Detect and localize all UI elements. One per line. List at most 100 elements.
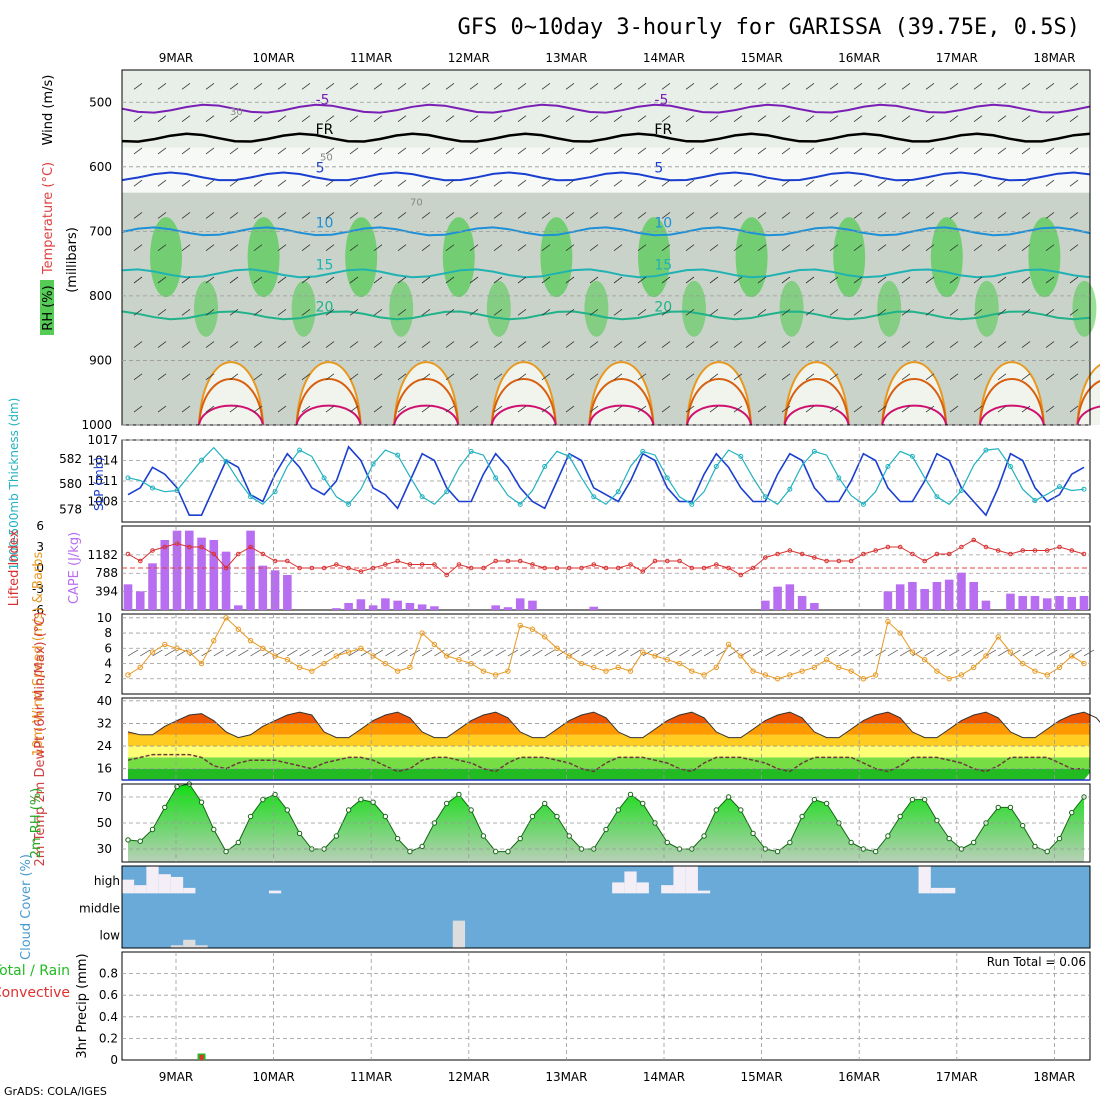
wind-barb <box>877 212 887 219</box>
wind-barb <box>936 649 948 657</box>
wind-speed-point <box>296 664 303 671</box>
wind-barb <box>325 147 335 155</box>
date-label: 9MAR <box>159 1070 194 1084</box>
rh-moist-area <box>150 217 182 298</box>
wind-barb <box>781 83 791 90</box>
wind-barb <box>181 341 191 348</box>
wind-barb <box>1069 276 1079 284</box>
wind-speed-point <box>823 657 830 663</box>
lifted-index-point <box>137 558 143 564</box>
lifted-index-point <box>848 558 854 564</box>
wind-barb <box>925 244 935 252</box>
cape-bar <box>123 584 133 610</box>
temperature-contour-label: -5 <box>654 93 668 109</box>
slp-thickness-panel: 1008 1011 1014 1017 578 580 582 1000-500mb Thic… <box>7 398 1091 570</box>
wind-barb <box>181 373 191 381</box>
wind-barb <box>581 649 592 657</box>
cape-bar <box>1030 596 1040 610</box>
temp-contour-arch <box>393 378 460 426</box>
cape-bar <box>1018 596 1028 610</box>
lifted-index-point <box>186 544 192 550</box>
wind-barb <box>373 115 383 122</box>
rh-moist-area <box>930 217 963 298</box>
cloud-bar-low <box>195 945 208 948</box>
wind-barb <box>605 649 617 657</box>
date-label: 10MAR <box>253 51 295 65</box>
date-label: 12MAR <box>448 51 490 65</box>
temperature-contour <box>121 171 1091 182</box>
cape-bar <box>883 591 893 610</box>
wind-barb <box>613 405 623 413</box>
cape-bar <box>957 572 966 610</box>
rh-point <box>162 804 168 811</box>
wind-barb <box>853 83 863 90</box>
wind-barb <box>973 147 983 155</box>
wind-barb <box>853 244 863 252</box>
wind-barb <box>733 83 743 90</box>
cape-bar <box>1067 596 1077 610</box>
cape-bar <box>491 605 500 610</box>
wind-barb <box>469 147 479 155</box>
wind-barb <box>541 179 551 187</box>
rh-moist-area <box>247 217 280 298</box>
wind-barb <box>733 341 743 348</box>
lifted-index-point <box>566 565 572 571</box>
thickness-point <box>983 447 989 453</box>
rh-point <box>774 848 781 855</box>
wind-barb <box>1021 405 1031 413</box>
wind-barb <box>1069 308 1079 316</box>
wind-barb <box>733 276 743 284</box>
lifted-index-point <box>897 544 903 550</box>
wind-barb <box>829 405 839 413</box>
wind-barb <box>311 649 323 657</box>
cloud-bar-high <box>268 890 282 894</box>
wind-barb <box>901 244 911 252</box>
wind-barb <box>421 308 431 316</box>
thickness-point <box>566 453 572 459</box>
temp-band <box>128 757 1090 769</box>
rh-point <box>701 833 707 839</box>
wind-barb <box>661 212 671 219</box>
wind-barb <box>373 276 383 284</box>
wind-barb <box>397 244 407 252</box>
wind-barb <box>925 147 935 155</box>
wind-barb <box>613 373 623 381</box>
cloud-bar-high <box>146 866 159 894</box>
wind-barb <box>901 341 911 348</box>
wind-barb <box>253 179 263 187</box>
temp-contour-arch <box>783 404 850 426</box>
wind-barb <box>205 212 215 219</box>
wind-barb <box>229 83 239 90</box>
wind-barb <box>1069 212 1079 219</box>
wind-barb <box>493 179 503 187</box>
wind-speed-point <box>358 645 364 651</box>
wind-barb <box>445 147 455 155</box>
rh-point <box>787 839 793 846</box>
thickness-point <box>787 486 793 492</box>
wind-barb <box>541 83 551 90</box>
wind-speed-point <box>566 653 572 659</box>
temperature-contour-label: 20 <box>654 299 672 315</box>
date-label: 16MAR <box>838 1070 880 1084</box>
lifted-index-point <box>603 565 609 571</box>
temperature-contour-label: 10 <box>654 215 672 231</box>
lifted-index-point <box>285 558 290 564</box>
wind-barb <box>997 147 1007 155</box>
lifted-index-point <box>689 565 695 571</box>
wind-barb <box>973 649 984 657</box>
temp-contour-arch <box>490 378 557 426</box>
wind-barb <box>589 244 599 252</box>
wind-barb <box>140 649 151 657</box>
wind-barb <box>709 244 719 252</box>
temp-contour-arch <box>1076 380 1100 426</box>
wind-speed-point <box>811 664 818 671</box>
wind-barb <box>373 83 383 90</box>
temperature-contour-label: 20 <box>316 299 334 315</box>
wind-barb <box>661 83 671 90</box>
wind-barb <box>613 244 623 252</box>
wind-barb <box>517 83 527 90</box>
wind-barb <box>541 212 551 219</box>
thickness-point <box>444 489 450 495</box>
rh-point <box>542 800 548 807</box>
wind-speed-point <box>897 630 903 636</box>
